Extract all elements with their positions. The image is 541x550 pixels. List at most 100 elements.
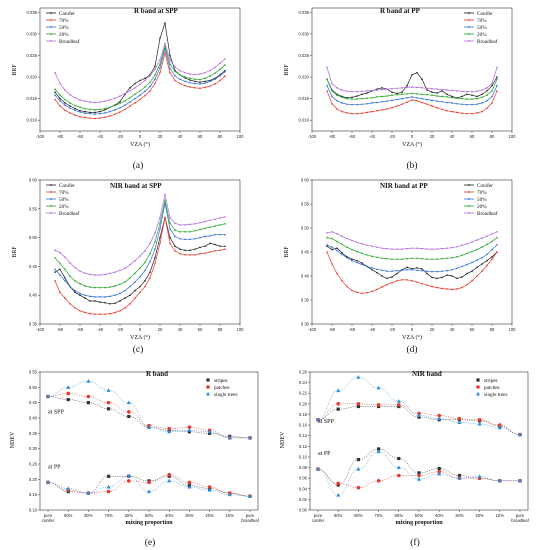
y-tick-label: 0.025 [299,53,310,58]
data-point [461,97,463,100]
x-tick-label: -80 [57,134,64,139]
data-point [421,257,423,260]
data-point [496,84,498,87]
x-axis-label: VZA (°) [130,141,150,148]
legend-label: Broadleaf [477,38,498,45]
data-point [406,266,408,269]
x-tick-label: 20 [430,327,435,332]
data-point [119,283,121,286]
data-point [84,112,86,115]
data-point [179,224,181,226]
data-point [496,244,498,246]
data-point [129,277,131,279]
data-point [386,257,388,260]
data-point [79,292,81,295]
x-tick-label: 40 [450,327,455,332]
triangle-marker [46,394,50,399]
data-point [129,263,131,266]
data-point [134,272,136,275]
x-tick-label: 80% [84,513,93,518]
series-curve [317,403,521,435]
data-point [351,98,353,100]
square-marker [417,471,421,475]
square-marker [107,474,111,478]
data-point [476,103,478,106]
data-point [411,257,413,260]
data-point [199,83,201,85]
y-tick-label: 0.45 [301,250,310,255]
data-point [224,248,226,250]
data-point [129,87,131,89]
data-point [149,85,151,88]
data-point [99,101,101,103]
data-point [361,97,363,100]
data-point [486,235,488,237]
data-point [84,294,86,297]
x-tick-label: 80 [218,134,223,139]
legend-label: Conifer [59,182,75,189]
data-point [154,256,156,259]
x-tick-label: conifer [42,518,55,523]
y-tick-label: 0.55 [29,206,38,211]
data-point [396,248,398,250]
y-tick-label: 0.035 [299,10,310,15]
data-point [356,250,358,253]
y-tick-label: 0.24 [299,380,308,385]
data-point [436,286,438,289]
legend-marker [468,191,470,193]
x-tick-label: 0 [411,134,414,139]
data-point [79,294,81,297]
legend-label: Broadleaf [59,38,80,45]
y-tick-label: 0.035 [27,10,38,15]
data-point [386,100,388,103]
data-point [59,251,61,254]
legend-marker [50,205,52,207]
data-point [64,268,66,271]
data-point [461,112,463,115]
x-tick-label: -40 [97,134,104,139]
panel-label: (a) [133,160,144,171]
triangle-marker [46,480,50,484]
data-point [406,93,408,95]
series-single-trees-spp [316,375,522,437]
data-point [461,265,463,268]
data-point [456,90,458,92]
legend-label: Conifer [477,10,493,17]
data-point [99,286,101,289]
data-point [351,90,353,93]
data-point [351,239,353,242]
data-point [451,268,453,271]
data-point [411,96,413,98]
data-point [109,106,111,109]
data-point [381,269,383,272]
legend-marker [468,184,470,186]
square-marker [127,414,131,419]
data-point [366,292,368,294]
data-point [406,257,408,260]
panel-title: NIR band at PP [380,182,428,190]
annotation-spp: at SPP [318,419,335,425]
data-point [436,106,438,109]
data-point [386,108,388,110]
y-tick-label: 0.20 [299,401,308,406]
data-point [199,73,201,75]
triangle-marker [187,484,192,489]
triangle-marker [457,475,462,480]
data-point [59,99,61,102]
data-point [174,79,176,82]
data-point [366,90,368,92]
legend-marker [50,12,52,14]
data-point [331,82,333,85]
data-point [89,117,91,119]
data-point [94,286,96,289]
data-point [411,92,413,95]
data-point [346,97,348,100]
data-point [396,269,398,272]
x-tick-label: -20 [117,134,124,139]
data-point [331,263,333,265]
data-point [391,281,393,284]
series-curve [317,451,520,496]
data-point [446,288,448,290]
data-point [436,277,438,280]
